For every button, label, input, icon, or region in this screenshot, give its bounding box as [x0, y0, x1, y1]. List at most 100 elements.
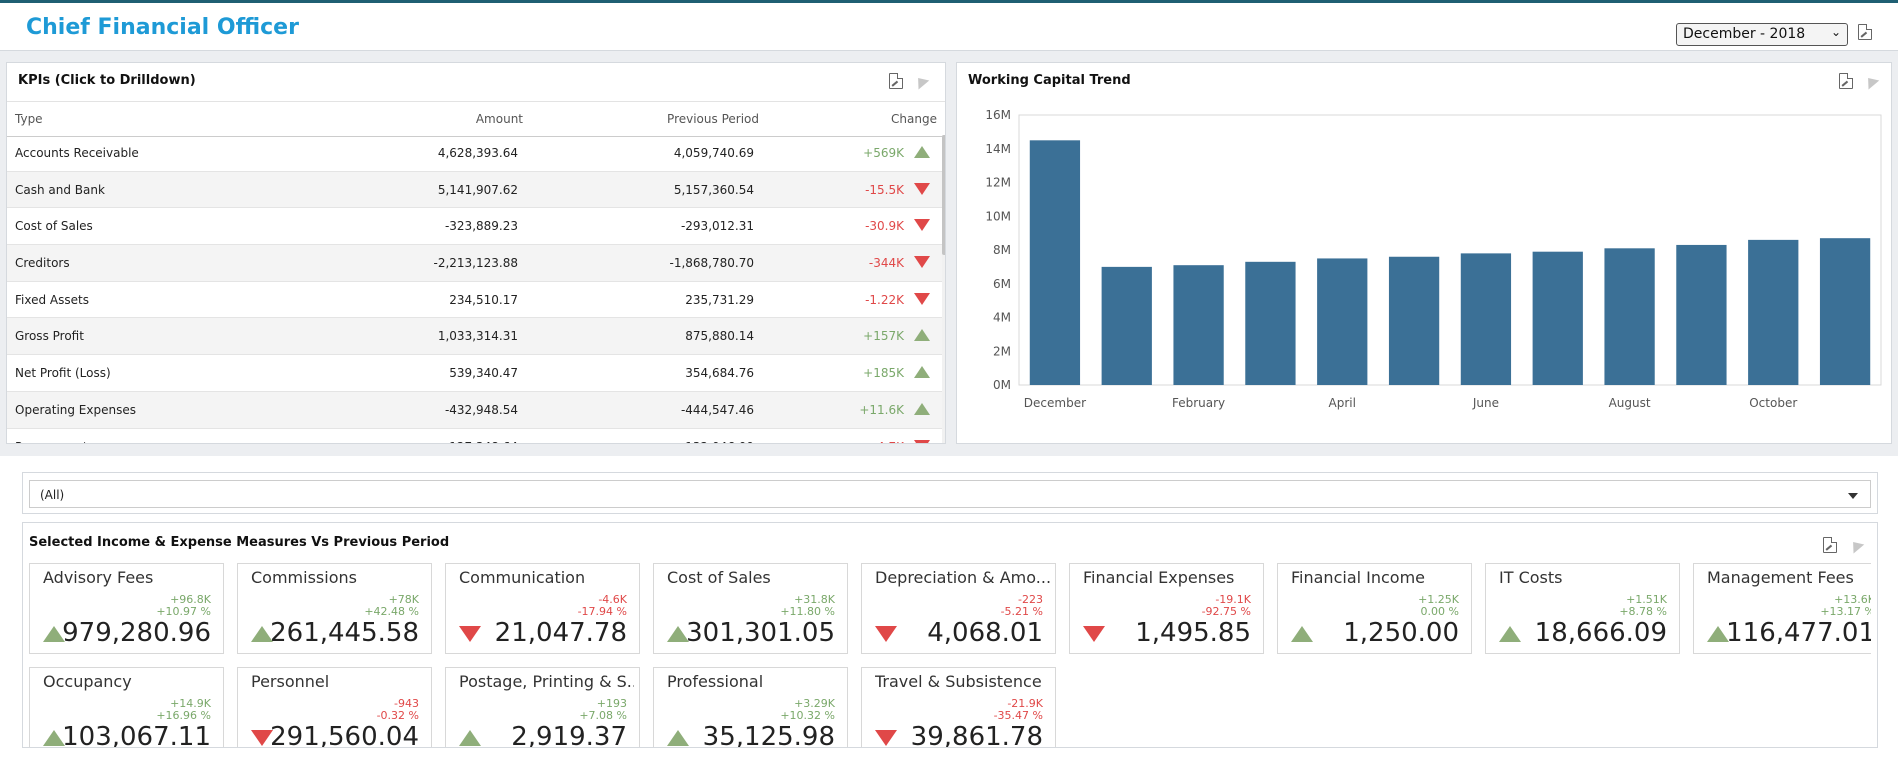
kpi-amount: -2,213,123.88: [433, 256, 519, 271]
bar-february[interactable]: [1173, 265, 1224, 385]
col-amount[interactable]: Amount: [475, 112, 523, 126]
table-row[interactable]: Prepayments 127,348.64 132,046.09 -4.7K: [7, 429, 942, 443]
trend-down-icon: [914, 219, 930, 232]
table-row[interactable]: Operating Expenses -432,948.54 -444,547.46…: [7, 391, 942, 429]
measure-card-percent: +10.32 %: [780, 709, 835, 722]
trend-panel-title: Working Capital Trend: [968, 73, 1131, 88]
bar-november[interactable]: [1819, 238, 1871, 385]
export-icon[interactable]: [889, 73, 903, 89]
period-select-value: December - 2018: [1683, 26, 1806, 42]
trend-up-icon: [914, 146, 930, 158]
kpi-change: -344K: [868, 256, 904, 271]
measure-card-title: Communication: [459, 568, 586, 587]
bar-january[interactable]: [1101, 266, 1152, 385]
bar-july[interactable]: [1532, 251, 1583, 385]
y-tick-label: 16M: [985, 108, 1011, 122]
measure-filter-value: (All): [40, 488, 65, 502]
measure-filter-select[interactable]: (All): [29, 480, 1871, 508]
top-bar: Chief Financial Officer December - 2018 …: [0, 0, 1898, 51]
export-icon[interactable]: [1839, 73, 1853, 89]
measure-card-percent: +16.96 %: [156, 709, 211, 722]
trend-up-icon: [43, 730, 65, 746]
measure-card-delta: +14.9K: [170, 697, 211, 710]
bar-april[interactable]: [1317, 258, 1368, 385]
bar-may[interactable]: [1388, 256, 1440, 385]
measure-card-value: 291,560.04: [270, 722, 419, 748]
period-select[interactable]: December - 2018 ⌄: [1676, 23, 1848, 46]
table-row[interactable]: Accounts Receivable 4,628,393.64 4,059,740…: [7, 135, 942, 172]
drill-up-icon[interactable]: [912, 73, 930, 90]
measure-card-percent: +7.08 %: [579, 709, 627, 722]
measure-card[interactable]: Depreciation & Amo... -223 -5.21 % 4,068.01: [861, 563, 1056, 654]
x-tick-label: February: [1172, 396, 1225, 410]
trend-up-icon: [914, 402, 930, 415]
bar-june[interactable]: [1460, 253, 1512, 385]
trend-up-icon: [914, 366, 930, 379]
export-icon[interactable]: [1823, 537, 1837, 553]
table-row[interactable]: Cash and Bank 5,141,907.62 5,157,360.54 -15…: [7, 171, 942, 209]
measure-card-percent: -0.32 %: [376, 709, 419, 722]
kpi-type: Fixed Assets: [15, 292, 89, 307]
measure-card[interactable]: IT Costs +1.51K +8.78 % 18,666.09: [1485, 563, 1680, 654]
kpi-change: -30.9K: [865, 219, 904, 234]
measure-card-value: 1,495.85: [1135, 618, 1251, 648]
kpi-type: Net Profit (Loss): [15, 366, 111, 381]
measure-card[interactable]: Occupancy +14.9K +16.96 % 103,067.11: [29, 667, 224, 747]
trend-up-icon: [459, 730, 481, 746]
measure-card-value: 18,666.09: [1534, 618, 1667, 648]
kpi-previous: -293,012.31: [680, 219, 754, 234]
col-previous-period[interactable]: Previous Period: [667, 112, 759, 126]
y-tick-label: 10M: [985, 209, 1011, 223]
kpi-scrollbar[interactable]: [942, 135, 945, 443]
x-tick-label: June: [1472, 396, 1499, 410]
bar-september[interactable]: [1676, 244, 1727, 385]
measure-card[interactable]: Personnel -943 -0.32 % 291,560.04: [237, 667, 432, 748]
kpi-scrollbar-thumb[interactable]: [942, 135, 945, 255]
kpi-amount: 1,033,314.31: [437, 329, 518, 344]
drill-up-icon[interactable]: [1862, 73, 1880, 90]
measure-card-value: 39,861.78: [910, 722, 1043, 748]
measure-card[interactable]: Commissions +78K +42.48 % 261,445.58: [237, 563, 432, 654]
bar-march[interactable]: [1245, 261, 1296, 385]
x-tick-label: April: [1329, 396, 1356, 410]
measure-card-value: 1,250.00: [1343, 618, 1459, 648]
table-row[interactable]: Creditors -2,213,123.88 -1,868,780.70 -344K: [7, 245, 942, 282]
x-tick-label: October: [1749, 396, 1797, 410]
working-capital-chart: 0M 2M 4M 6M 8M 10M 12M 14M 16M December February Ap…: [985, 108, 1882, 410]
export-icon[interactable]: [1858, 24, 1872, 40]
measure-card-percent: -5.21 %: [1000, 605, 1043, 618]
bar-december[interactable]: [1029, 140, 1081, 385]
measure-card[interactable]: Management Fees +13.6K +13.17 % 116,477.01: [1693, 563, 1871, 654]
bar-august[interactable]: [1604, 248, 1655, 385]
trend-up-icon: [1499, 626, 1521, 642]
measure-card-percent: +42.48 %: [364, 605, 419, 618]
measure-card[interactable]: Postage, Printing & S... +193 +7.08 % 2,919…: [445, 667, 640, 747]
kpi-type: Accounts Receivable: [15, 146, 139, 160]
measure-card[interactable]: Financial Expenses -19.1K -92.75 % 1,495.85: [1069, 563, 1264, 654]
table-row[interactable]: Gross Profit 1,033,314.31 875,880.14 +157K: [7, 318, 942, 356]
measure-card[interactable]: Cost of Sales +31.8K +11.80 % 301,301.05: [653, 563, 848, 654]
col-type[interactable]: Type: [15, 112, 43, 126]
col-change[interactable]: Change: [891, 112, 937, 126]
measures-panel: Selected Income & Expense Measures Vs Pr…: [22, 522, 1878, 748]
bar-october[interactable]: [1748, 239, 1799, 385]
measure-card-percent: +10.97 %: [156, 605, 211, 618]
measure-card[interactable]: Advisory Fees +96.8K +10.97 % 979,280.96: [29, 563, 224, 654]
measure-card-delta: -943: [394, 697, 419, 710]
measure-card-delta: +1.51K: [1626, 593, 1667, 606]
measure-card[interactable]: Communication -4.6K -17.94 % 21,047.78: [445, 563, 640, 654]
kpi-amount: -323,889.23: [444, 219, 518, 234]
measure-card-title: Travel & Subsistence: [875, 672, 1042, 691]
measure-card-value: 261,445.58: [270, 618, 419, 648]
table-row[interactable]: Net Profit (Loss) 539,340.47 354,684.76 +18…: [7, 355, 942, 392]
measure-card[interactable]: Professional +3.29K +10.32 % 35,125.98: [653, 667, 848, 747]
measure-card[interactable]: Travel & Subsistence -21.9K -35.47 % 39,861…: [861, 667, 1056, 748]
table-row[interactable]: Fixed Assets 234,510.17 235,731.29 -1.22K: [7, 282, 942, 319]
kpi-change: +185K: [863, 366, 904, 381]
drill-up-icon[interactable]: [1847, 537, 1865, 554]
measure-card-value: 4,068.01: [927, 618, 1043, 648]
chevron-down-icon: [1848, 493, 1858, 499]
table-row[interactable]: Cost of Sales -323,889.23 -293,012.31 -30.9…: [7, 208, 942, 246]
measure-card[interactable]: Financial Income +1.25K 0.00 % 1,250.00: [1277, 563, 1472, 654]
measure-card-title: IT Costs: [1499, 568, 1563, 587]
